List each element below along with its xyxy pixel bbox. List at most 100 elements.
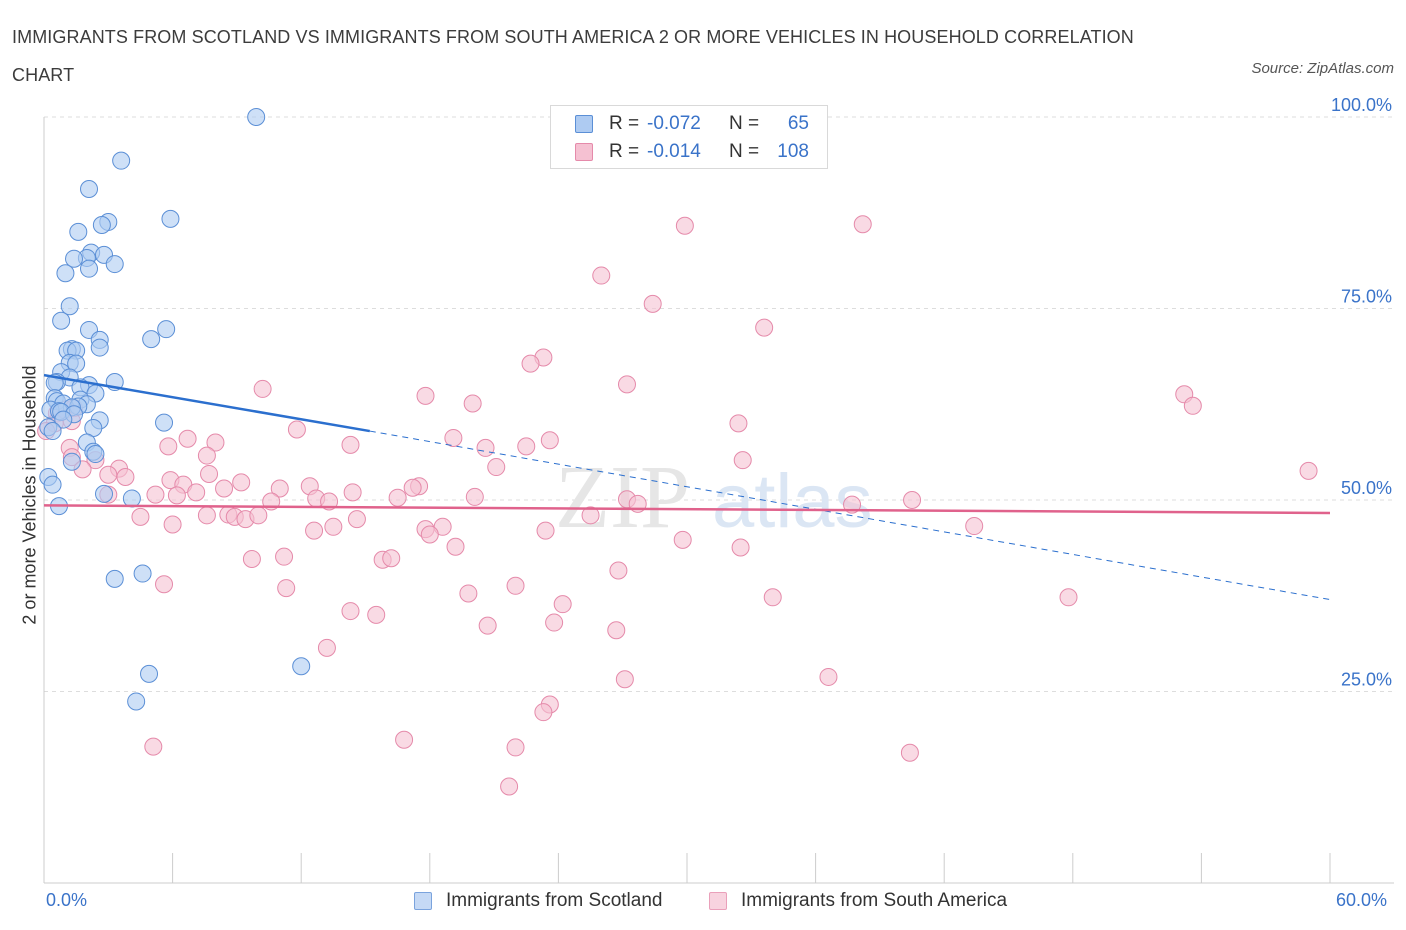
south-america-point bbox=[277, 579, 296, 598]
south-america-point bbox=[843, 495, 862, 514]
south-america-point bbox=[545, 613, 564, 632]
south-america-point bbox=[521, 354, 540, 373]
y-axis-title: 2 or more Vehicles in Household bbox=[19, 365, 40, 625]
scotland-point bbox=[43, 422, 62, 441]
south-america-point bbox=[617, 375, 636, 394]
south-america-point bbox=[517, 437, 536, 456]
south-america-point bbox=[675, 216, 694, 235]
south-america-trend-line bbox=[43, 504, 1331, 515]
legend-r-value-south-america: -0.014 bbox=[647, 141, 701, 162]
scotland-point bbox=[95, 484, 114, 503]
south-america-point bbox=[287, 420, 306, 439]
south-america-point bbox=[159, 437, 178, 456]
south-america-point bbox=[444, 428, 463, 447]
legend-r-label: R = bbox=[609, 141, 640, 162]
south-america-point bbox=[607, 621, 626, 640]
south-america-point bbox=[581, 506, 600, 525]
south-america-point bbox=[206, 433, 225, 452]
south-america-point bbox=[540, 431, 559, 450]
legend-label-scotland: Immigrants from Scotland bbox=[446, 890, 663, 911]
x-tick-label-max: 60.0% bbox=[1336, 890, 1388, 910]
south-america-point bbox=[317, 638, 336, 657]
south-america-point bbox=[1299, 461, 1318, 480]
south-america-point bbox=[731, 538, 750, 557]
south-america-point bbox=[416, 386, 435, 405]
south-america-point bbox=[131, 507, 150, 526]
south-america-point bbox=[903, 491, 922, 509]
south-america-point bbox=[155, 575, 174, 594]
scotland-point bbox=[54, 410, 73, 429]
south-america-point bbox=[446, 537, 465, 556]
scotland-point bbox=[142, 330, 161, 349]
y-tick-label: 75.0% bbox=[1341, 287, 1392, 307]
south-america-point bbox=[420, 525, 439, 544]
legend-label-south-america: Immigrants from South America bbox=[741, 890, 1008, 911]
scotland-point bbox=[247, 108, 266, 126]
south-america-point bbox=[146, 485, 165, 504]
legend-swatch-south-america bbox=[575, 143, 593, 161]
legend-row-scotland: R = -0.072 N = 65 bbox=[575, 112, 809, 136]
legend-n-label: N = bbox=[729, 113, 760, 134]
y-tick-label: 100.0% bbox=[1331, 95, 1392, 115]
south-america-point bbox=[465, 487, 484, 506]
south-america-point bbox=[755, 318, 774, 337]
south-america-point bbox=[395, 730, 414, 749]
south-america-point bbox=[324, 517, 343, 536]
scotland-point bbox=[60, 297, 79, 316]
south-america-point bbox=[592, 266, 611, 285]
south-america-point bbox=[341, 435, 360, 454]
south-america-point bbox=[487, 458, 506, 477]
south-america-point bbox=[403, 478, 422, 497]
x-tick-label-min: 0.0% bbox=[46, 890, 88, 910]
scotland-point bbox=[90, 338, 109, 357]
south-america-point bbox=[253, 379, 272, 398]
south-america-point bbox=[197, 446, 216, 465]
south-america-point bbox=[99, 465, 118, 484]
south-america-point bbox=[1059, 588, 1078, 607]
south-america-point bbox=[275, 547, 294, 566]
south-america-point bbox=[305, 521, 324, 540]
watermark: ZIP atlas bbox=[555, 448, 873, 547]
south-america-point bbox=[506, 738, 525, 757]
scotland-point bbox=[155, 413, 174, 432]
south-america-point bbox=[215, 479, 234, 498]
south-america-point bbox=[643, 294, 662, 313]
south-america-point bbox=[459, 584, 478, 603]
scotland-trend-line bbox=[43, 373, 370, 433]
legend-row-south-america: R = -0.014 N = 108 bbox=[575, 140, 809, 164]
legend-n-label: N = bbox=[729, 141, 760, 162]
y-tick-labels: 25.0% 50.0% 75.0% 100.0% bbox=[1331, 95, 1392, 690]
south-america-point bbox=[819, 667, 838, 686]
scotland-trend-line-extension bbox=[369, 430, 1331, 601]
scotland-point bbox=[292, 657, 311, 676]
scotland-point bbox=[122, 489, 141, 508]
south-america-point bbox=[853, 215, 872, 234]
scotland-point bbox=[105, 255, 124, 274]
south-america-point bbox=[1183, 396, 1202, 415]
chart-title: IMMIGRANTS FROM SCOTLAND VS IMMIGRANTS F… bbox=[12, 27, 1134, 85]
south-america-point bbox=[144, 737, 163, 756]
scotland-point bbox=[52, 311, 71, 330]
y-tick-label: 50.0% bbox=[1341, 478, 1392, 498]
south-america-point bbox=[763, 588, 782, 607]
scotland-point bbox=[62, 452, 81, 471]
legend-swatch-south-america bbox=[709, 892, 727, 910]
south-america-point bbox=[320, 492, 339, 511]
scotland-point bbox=[80, 180, 99, 199]
south-america-point bbox=[197, 506, 216, 525]
south-america-point bbox=[673, 530, 692, 549]
legend-r-label: R = bbox=[609, 113, 640, 134]
south-america-point bbox=[534, 703, 553, 722]
legend-r-value-scotland: -0.072 bbox=[647, 113, 701, 134]
scotland-point bbox=[80, 259, 99, 278]
south-america-point bbox=[167, 486, 186, 505]
scotland-point bbox=[140, 664, 159, 683]
legend-item-south-america[interactable]: Immigrants from South America bbox=[709, 890, 1007, 912]
scotland-point bbox=[161, 209, 180, 228]
south-america-point bbox=[733, 451, 752, 470]
south-america-point bbox=[500, 777, 519, 796]
legend-item-scotland[interactable]: Immigrants from Scotland bbox=[414, 890, 662, 912]
south-america-point bbox=[463, 394, 482, 413]
south-america-point bbox=[232, 473, 251, 492]
